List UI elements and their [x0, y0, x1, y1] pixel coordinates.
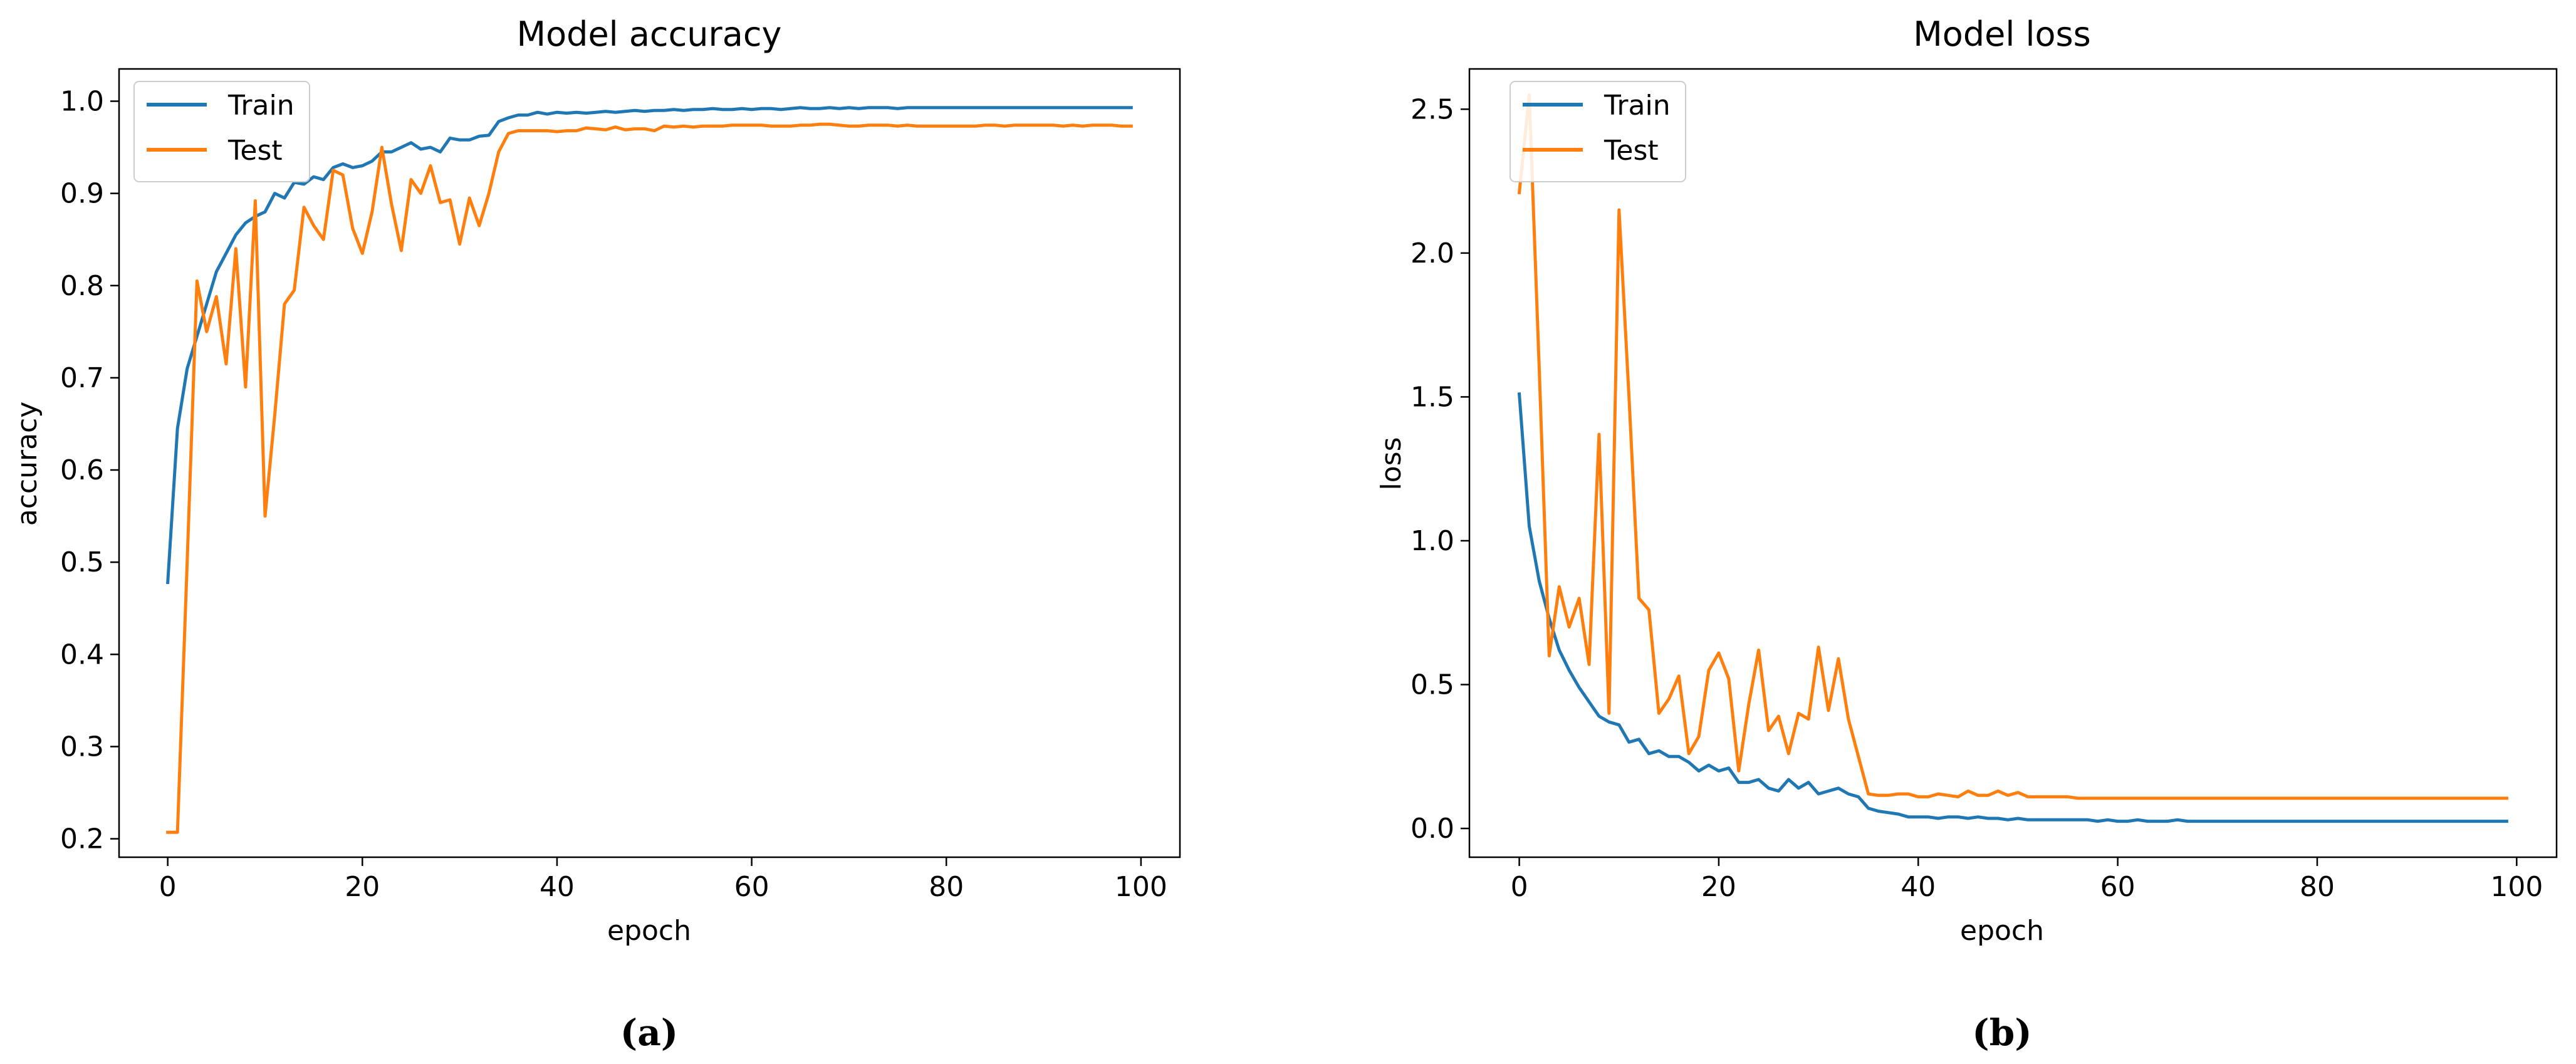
series-line-test — [166, 122, 1133, 834]
x-tick-label: 20 — [345, 871, 380, 903]
x-tick-label: 0 — [159, 871, 177, 903]
y-tick-label: 0.4 — [60, 639, 104, 670]
y-axis-label: accuracy — [11, 402, 43, 526]
x-tick-label: 0 — [1511, 871, 1528, 903]
x-tick-label: 20 — [1701, 871, 1736, 903]
x-tick-label: 40 — [1901, 871, 1936, 903]
series-group — [1517, 93, 2508, 823]
series-line-train — [1517, 392, 2508, 823]
y-tick-label: 0.7 — [60, 362, 104, 394]
chart-title: Model loss — [1913, 14, 2091, 54]
legend-label-test: Test — [1603, 135, 1659, 167]
legend: Train Test — [133, 81, 310, 182]
loss-chart: Model loss loss epoch 0 20 40 60 80 100 0.0 0.5… — [1375, 14, 2558, 947]
x-tick-label: 100 — [2490, 871, 2543, 903]
x-tick-label: 40 — [540, 871, 575, 903]
y-tick-label: 1.0 — [60, 85, 104, 117]
chart-title: Model accuracy — [517, 14, 782, 54]
x-tick-label: 80 — [929, 871, 964, 903]
x-tick-label: 60 — [2100, 871, 2135, 903]
x-axis-label: epoch — [1960, 915, 2044, 947]
legend-label-train: Train — [227, 90, 295, 122]
accuracy-chart: Model accuracy accuracy epoch 0 20 40 60 80 1… — [11, 14, 1181, 947]
y-tick-label: 2.0 — [1411, 237, 1454, 269]
y-tick-label: 0.5 — [1411, 669, 1454, 701]
y-tick-label: 0.0 — [1411, 813, 1454, 845]
legend-label-test: Test — [227, 135, 283, 167]
series-line-test — [1517, 93, 2508, 800]
series-group — [166, 106, 1133, 834]
tick-group: 0 20 40 60 80 100 0.0 0.5 1.0 1.5 2.0 2.5 — [1411, 93, 2543, 903]
caption-b: (b) — [1972, 1011, 2031, 1054]
y-tick-label: 1.0 — [1411, 525, 1454, 557]
y-tick-label: 1.5 — [1411, 381, 1454, 413]
x-axis-label: epoch — [607, 915, 691, 947]
y-tick-label: 0.6 — [60, 454, 104, 486]
plot-frame — [1468, 68, 2558, 858]
y-tick-label: 2.5 — [1411, 93, 1454, 125]
y-tick-label: 0.8 — [60, 270, 104, 302]
y-axis-label: loss — [1375, 437, 1407, 491]
x-tick-label: 60 — [734, 871, 769, 903]
legend: Train Test — [1510, 81, 1686, 182]
y-tick-label: 0.3 — [60, 731, 104, 763]
legend-label-train: Train — [1603, 90, 1671, 122]
tick-group: 0 20 40 60 80 100 0.2 0.3 0.4 0.5 0.6 0.7 0.8 0.9 1.0 — [60, 85, 1167, 903]
x-tick-label: 80 — [2300, 871, 2335, 903]
x-tick-label: 100 — [1115, 871, 1167, 903]
series-line-train — [166, 106, 1133, 585]
y-tick-label: 0.9 — [60, 178, 104, 210]
y-tick-label: 0.2 — [60, 823, 104, 855]
caption-a: (a) — [620, 1011, 678, 1054]
y-tick-label: 0.5 — [60, 546, 104, 578]
plot-frame — [118, 68, 1181, 858]
